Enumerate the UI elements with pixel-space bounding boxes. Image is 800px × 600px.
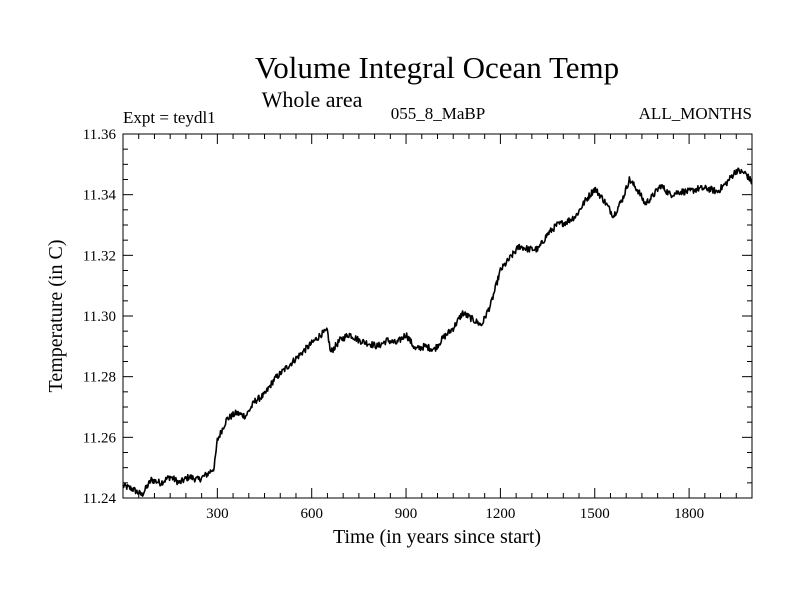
- y-tick-label: 11.34: [83, 188, 117, 204]
- series-group: [122, 167, 753, 497]
- x-tick-label: 1200: [485, 506, 515, 522]
- chart-title: Volume Integral Ocean Temp: [255, 50, 619, 85]
- y-tick-label: 11.24: [83, 491, 117, 507]
- y-tick-label: 11.28: [83, 370, 116, 386]
- x-tick-label: 1800: [674, 506, 704, 522]
- y-tick-label: 11.32: [83, 248, 116, 264]
- y-tick-label: 11.36: [83, 127, 117, 143]
- x-tick-label: 900: [395, 506, 418, 522]
- x-tick-label: 300: [206, 506, 229, 522]
- months-label: ALL_MONTHS: [639, 104, 752, 123]
- y-axis-label: Temperature (in C): [45, 240, 67, 393]
- y-tick-label: 11.30: [83, 309, 116, 325]
- x-axis: 300 600 900 1200 1500 1800: [138, 134, 737, 522]
- expt-label: Expt = teydl1: [123, 108, 216, 127]
- chart-subtitle: Whole area: [262, 87, 363, 112]
- x-tick-label: 600: [300, 506, 323, 522]
- series-line: [122, 167, 753, 497]
- run-label: 055_8_MaBP: [391, 104, 485, 123]
- y-axis: 11.24 11.26 11.28 11.30 11.32 11.34 11.36: [83, 127, 752, 507]
- x-axis-label: Time (in years since start): [333, 526, 541, 548]
- x-tick-label: 1500: [580, 506, 610, 522]
- y-tick-label: 11.26: [83, 430, 117, 446]
